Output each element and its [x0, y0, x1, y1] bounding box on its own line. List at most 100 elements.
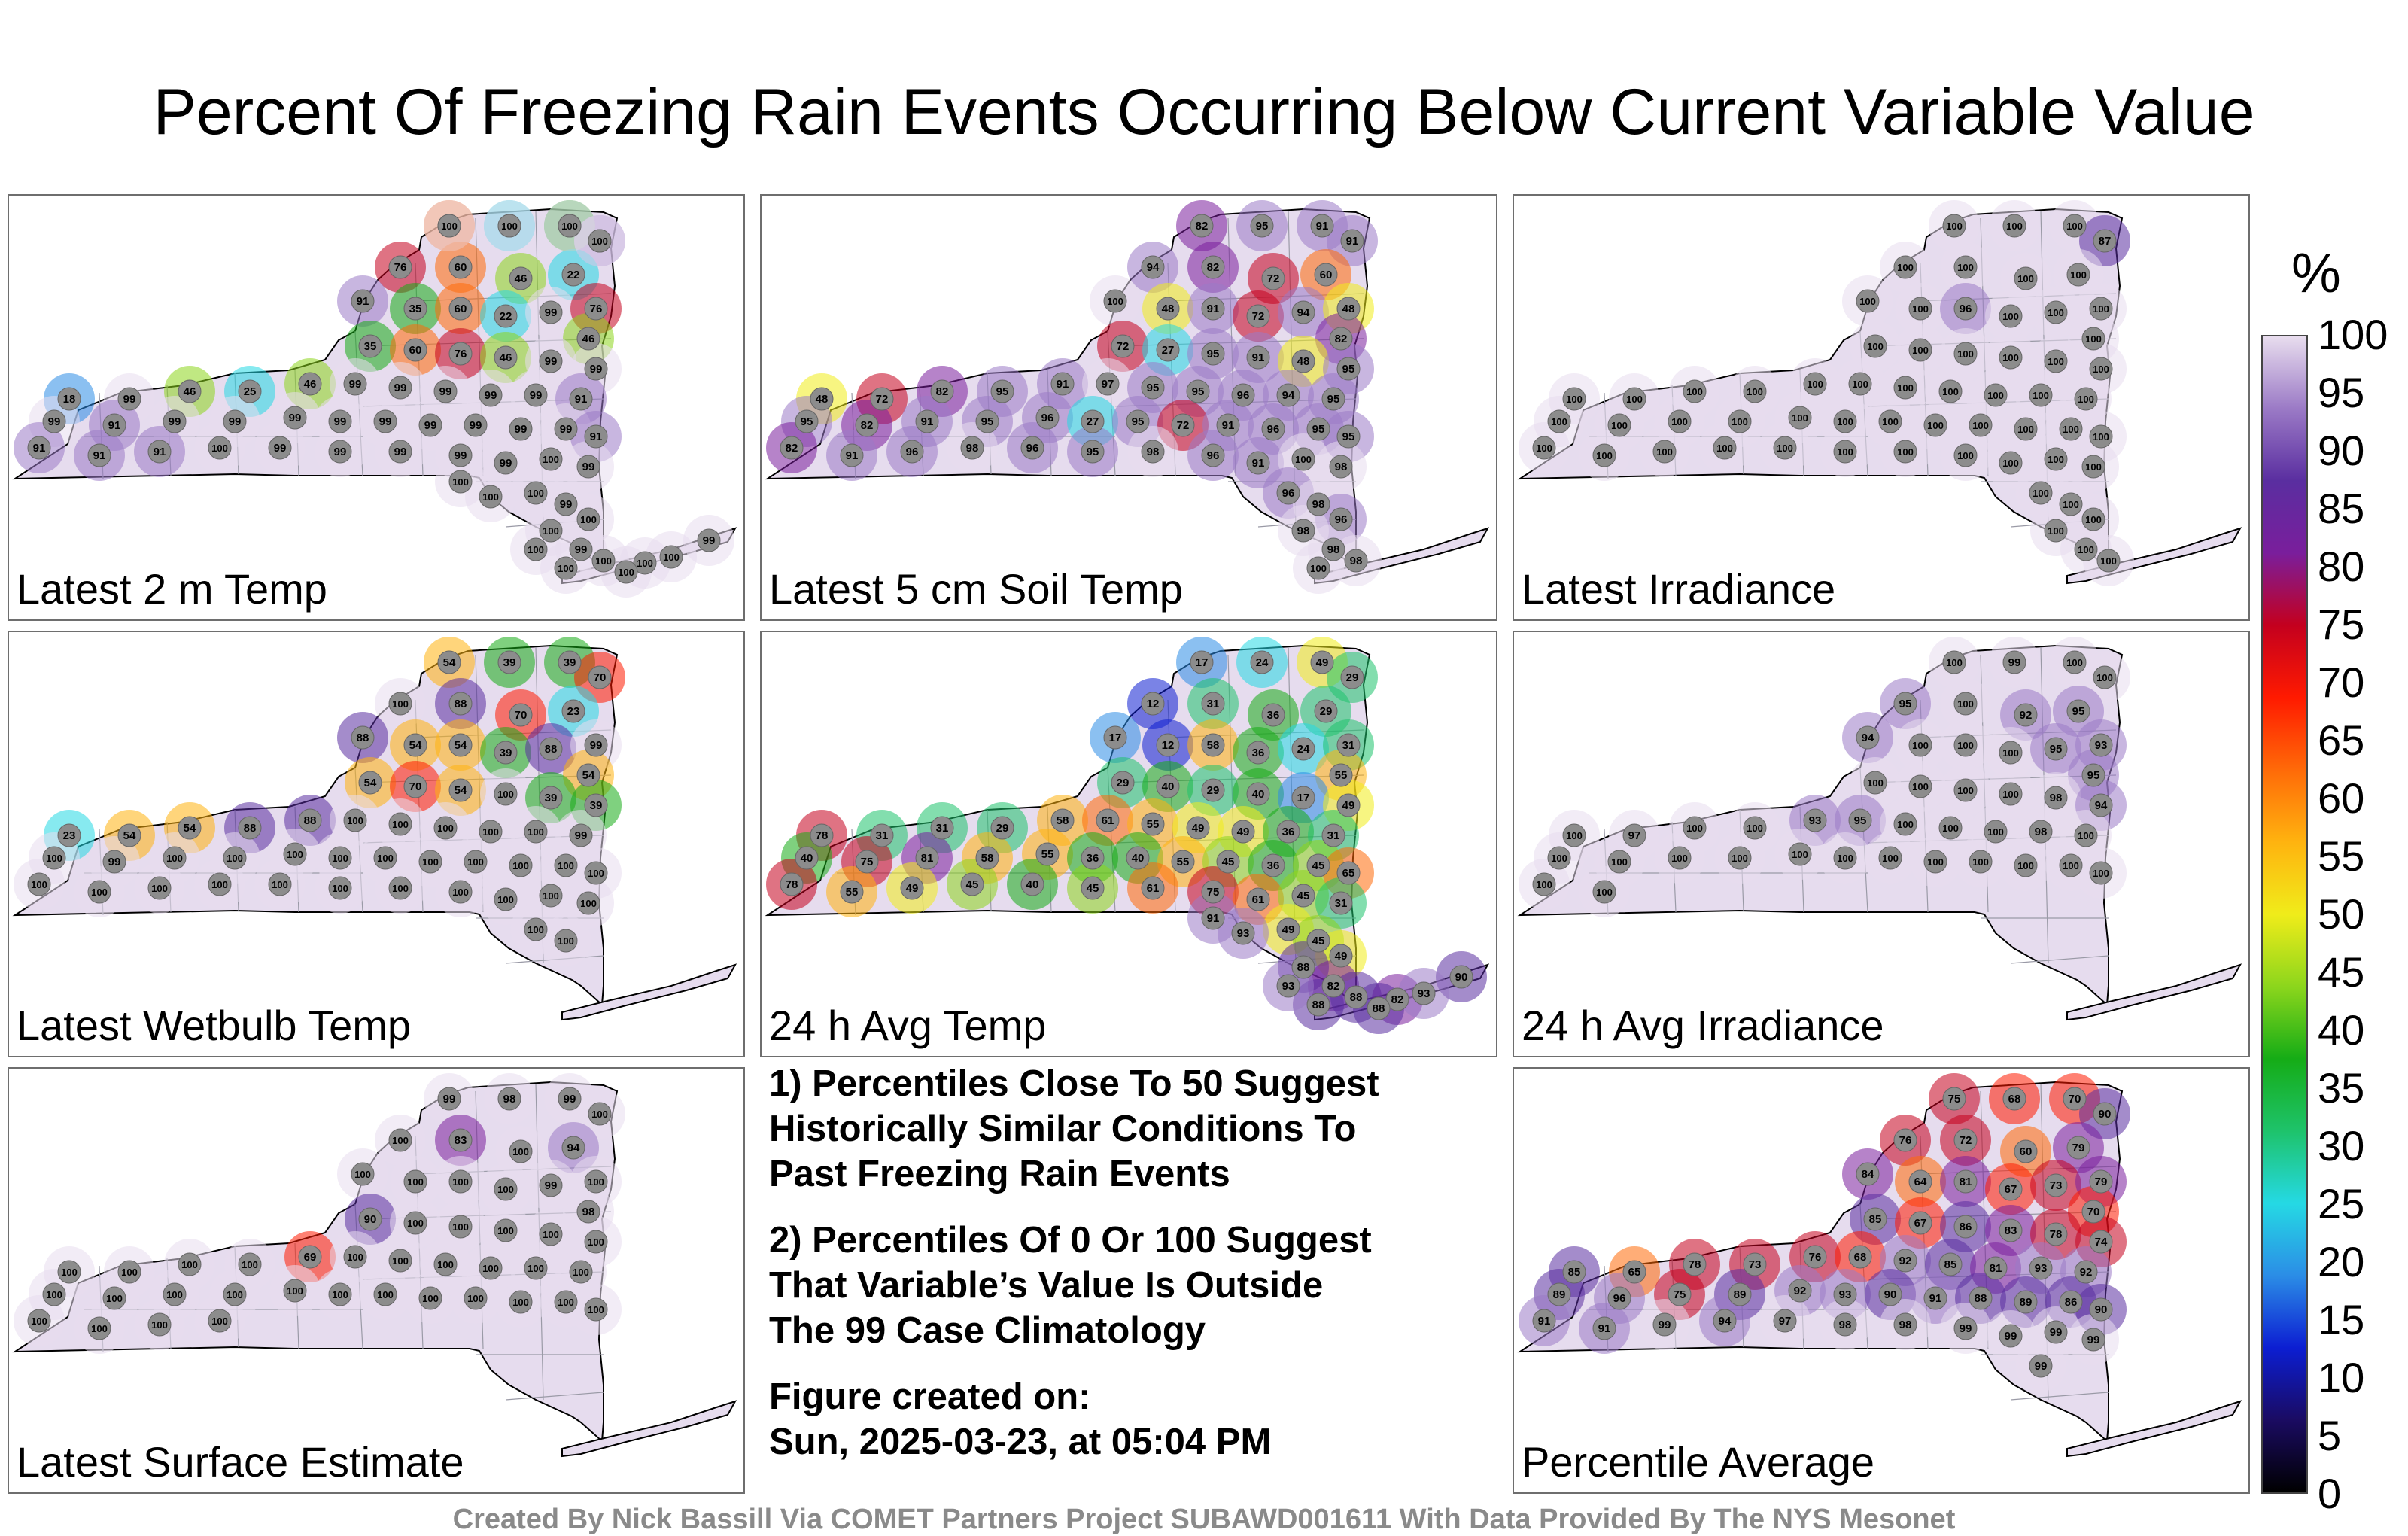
station-marker: 60: [403, 338, 427, 362]
station-value: 96: [1041, 412, 1054, 424]
station-value: 64: [1914, 1176, 1927, 1188]
notes-block: 1) Percentiles Close To 50 Suggest Histo…: [769, 1061, 1491, 1486]
station-marker: 91: [1310, 214, 1334, 238]
station-value: 100: [1792, 412, 1808, 424]
station-value: 97: [1102, 378, 1114, 391]
station-value: 100: [332, 1289, 348, 1300]
station-value: 68: [2008, 1093, 2021, 1106]
new-york-map: 100 100 100 87 100 100 100 100 100 100 96 100 100 100…: [1517, 200, 2242, 586]
colorbar-tick-label: 65: [2318, 716, 2365, 764]
station-value: 89: [1734, 1288, 1747, 1301]
station-marker: 83: [1999, 1218, 2023, 1242]
station-value: 100: [2078, 394, 2094, 405]
station-marker: 91: [1532, 1309, 1556, 1333]
station-value: 100: [407, 1176, 424, 1188]
station-marker: 46: [298, 372, 322, 396]
station-value: 100: [595, 555, 612, 567]
station-value: 97: [1628, 829, 1641, 842]
station-value: 100: [437, 1259, 454, 1270]
station-marker: 100: [2089, 424, 2113, 449]
station-value: 98: [1327, 543, 1340, 556]
station-value: 100: [561, 221, 578, 232]
station-value: 100: [2002, 747, 2019, 759]
station-value: 98: [1335, 461, 1348, 473]
station-marker: 100: [584, 1169, 608, 1194]
station-marker: 60: [448, 255, 473, 279]
station-marker: 100: [2074, 387, 2098, 411]
station-value: 100: [580, 514, 597, 525]
station-marker: 36: [1081, 846, 1105, 870]
station-value: 98: [2035, 826, 2048, 838]
station-value: 100: [2066, 221, 2083, 232]
station-marker: 75: [1201, 880, 1225, 904]
station-value: 100: [392, 883, 409, 894]
station-marker: 100: [87, 880, 111, 904]
station-value: 94: [1147, 261, 1160, 274]
station-value: 100: [2017, 273, 2034, 284]
station-value: 91: [1207, 912, 1220, 925]
station-value: 40: [1026, 878, 1039, 891]
station-marker: 100: [2063, 214, 2087, 238]
station-marker: 91: [27, 436, 51, 460]
station-value: 100: [1867, 341, 1884, 352]
station-marker: 65: [1622, 1260, 1646, 1284]
station-value: 100: [1611, 420, 1628, 431]
station-value: 29: [1117, 777, 1130, 789]
station-value: 36: [1282, 826, 1295, 838]
station-marker: 99: [558, 1087, 582, 1111]
station-marker: 100: [1743, 816, 1767, 840]
station-value: 100: [1927, 420, 1944, 431]
station-marker: 100: [1532, 872, 1556, 896]
station-marker: 100: [2044, 349, 2068, 373]
station-marker: 100: [1622, 387, 1646, 411]
station-marker: 98: [1344, 549, 1368, 573]
station-marker: 100: [147, 876, 172, 900]
station-value: 70: [2087, 1206, 2100, 1218]
station-value: 31: [1335, 897, 1348, 910]
station-value: 100: [588, 1176, 604, 1188]
station-value: 88: [1312, 999, 1325, 1011]
station-value: 100: [354, 1169, 371, 1180]
station-marker: 40: [1126, 846, 1150, 870]
station-marker: 82: [780, 436, 804, 460]
station-marker: 100: [1863, 771, 1887, 795]
station-value: 91: [1207, 303, 1220, 315]
station-marker: 36: [1246, 741, 1270, 765]
panel-label: 24 h Avg Temp: [769, 1002, 1047, 1049]
station-value: 100: [1957, 785, 1974, 796]
station-value: 55: [1147, 818, 1160, 831]
station-value: 96: [1207, 449, 1220, 462]
colorbar-tick-label: 25: [2318, 1180, 2365, 1227]
station-marker: 100: [1893, 376, 1917, 400]
station-value: 39: [503, 656, 516, 669]
station-marker: 31: [1329, 891, 1353, 915]
station-marker: 100: [238, 1252, 262, 1276]
station-marker: 100: [1803, 372, 1827, 396]
panel-label: Latest 2 m Temp: [17, 565, 327, 613]
station-value: 99: [123, 393, 136, 406]
station-value: 100: [2063, 499, 2079, 510]
station-marker: 100: [328, 846, 352, 870]
station-value: 70: [2069, 1093, 2081, 1106]
station-marker: 100: [388, 692, 412, 716]
station-value: 24: [1256, 656, 1269, 669]
station-value: 76: [455, 348, 467, 360]
station-value: 93: [2095, 739, 2108, 752]
station-marker: 100: [584, 1230, 608, 1254]
station-value: 95: [1899, 698, 1912, 710]
station-value: 79: [2095, 1176, 2108, 1188]
station-marker: 91: [147, 440, 172, 464]
colorbar-tick-label: 50: [2318, 890, 2365, 938]
station-marker: 85: [1863, 1207, 1887, 1231]
station-value: 61: [1147, 882, 1160, 895]
station-value: 100: [1671, 853, 1688, 864]
station-marker: 60: [2014, 1139, 2038, 1163]
station-marker: 79: [2089, 1169, 2113, 1194]
station-value: 70: [594, 671, 607, 684]
station-value: 72: [1177, 419, 1190, 432]
station-value: 100: [618, 567, 634, 578]
colorbar-tick-label: 90: [2318, 427, 2365, 474]
station-value: 95: [1207, 348, 1220, 360]
station-marker: 95: [1336, 357, 1361, 381]
station-value: 100: [1596, 450, 1613, 461]
